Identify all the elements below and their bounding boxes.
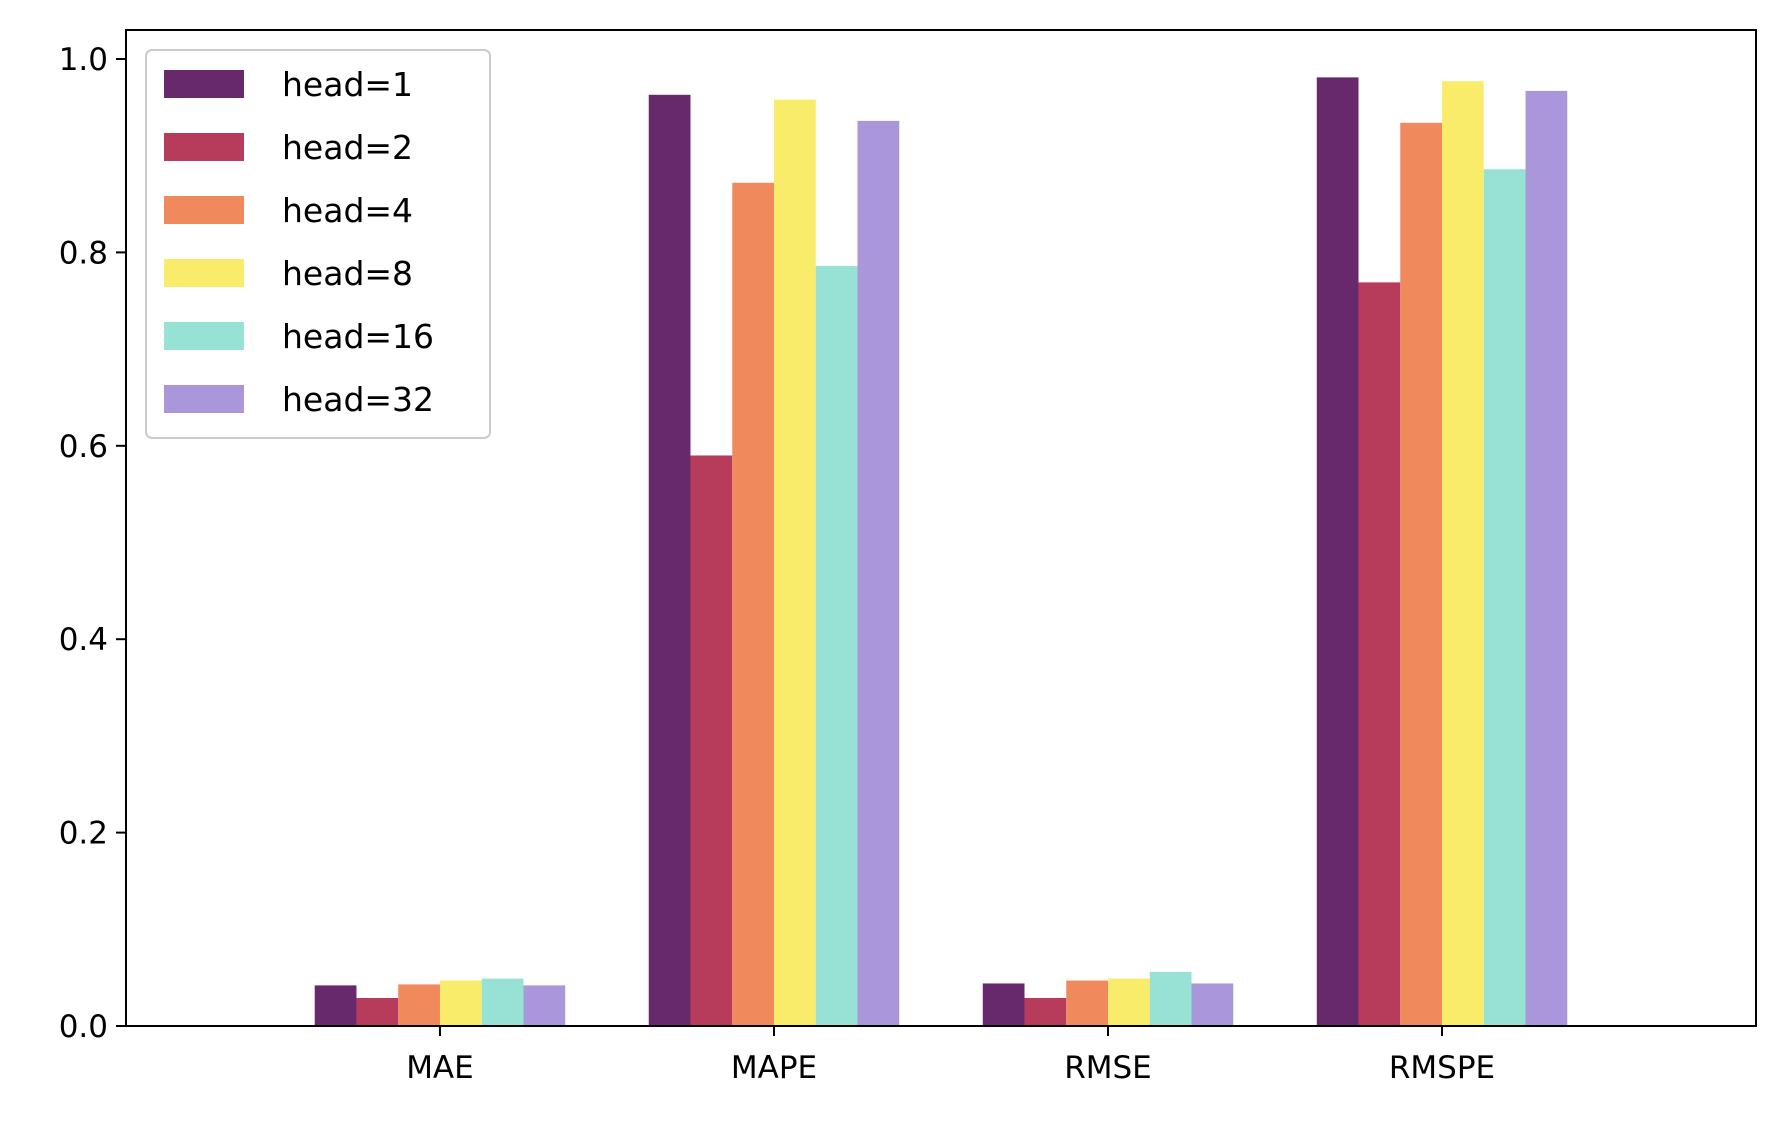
x-tick-label: RMSPE [1389, 1050, 1495, 1086]
plot-frame [125, 29, 1757, 1027]
bar-rmspe-head-1 [1316, 77, 1359, 1026]
bar-rmse-head-8 [1108, 978, 1150, 1026]
legend-swatch-head-8 [164, 259, 244, 287]
bar-rmse-head-4 [1066, 980, 1109, 1026]
bars-layer [314, 77, 1568, 1027]
bar-mape-head-4 [732, 182, 774, 1026]
bar-mape-head-8 [773, 99, 816, 1027]
bar-mae-head-1 [314, 985, 357, 1026]
legend-swatch-head-32 [164, 385, 244, 413]
legend-label-head-4: head=4 [282, 191, 413, 230]
legend-label-head-1: head=1 [282, 65, 413, 104]
legend-label-head-2: head=2 [282, 128, 413, 167]
bar-rmspe-head-4 [1400, 122, 1443, 1026]
bar-mape-head-32 [857, 120, 900, 1026]
bar-mae-head-32 [523, 985, 566, 1026]
bar-mape-head-1 [648, 94, 691, 1027]
x-tick-label: MAPE [731, 1050, 817, 1086]
bar-rmse-head-32 [1191, 983, 1234, 1026]
legend-swatch-head-1 [164, 70, 244, 98]
y-tick-label: 0.6 [59, 429, 108, 465]
bar-rmspe-head-8 [1442, 81, 1484, 1026]
bar-rmspe-head-32 [1525, 90, 1568, 1027]
legend-swatch-head-2 [164, 133, 244, 161]
bar-mape-head-16 [815, 265, 858, 1026]
legend-label-head-8: head=8 [282, 254, 413, 293]
legend: head=1 head=2 head=4 head=8 head=16 head=32 [145, 49, 491, 439]
bar-rmse-head-2 [1024, 997, 1067, 1026]
legend-swatch-head-4 [164, 196, 244, 224]
bar-mae-head-16 [481, 978, 524, 1026]
y-tick-label: 0.0 [59, 1009, 108, 1045]
x-tick-label: RMSE [1064, 1050, 1152, 1086]
bar-rmspe-head-16 [1483, 169, 1526, 1026]
axes-layer: 0.0 0.2 0.4 0.6 0.8 1.0 MAE MAPE RMSE RMSPE [59, 29, 1757, 1086]
y-tick-label: 0.2 [59, 816, 108, 852]
bar-mae-head-2 [356, 997, 399, 1026]
y-tick-label: 0.8 [59, 235, 108, 271]
x-tick-label: MAE [406, 1050, 474, 1086]
bar-mape-head-2 [690, 455, 733, 1027]
bar-mae-head-4 [398, 984, 440, 1026]
bar-rmse-head-16 [1149, 971, 1192, 1026]
bar-mae-head-8 [439, 980, 482, 1026]
legend-label-head-16: head=16 [282, 317, 434, 356]
legend-swatch-head-16 [164, 322, 244, 350]
y-tick-label: 1.0 [59, 42, 108, 78]
bar-rmse-head-1 [982, 983, 1025, 1026]
legend-label-head-32: head=32 [282, 380, 434, 419]
bar-rmspe-head-2 [1358, 282, 1401, 1026]
y-tick-label: 0.4 [59, 622, 108, 658]
